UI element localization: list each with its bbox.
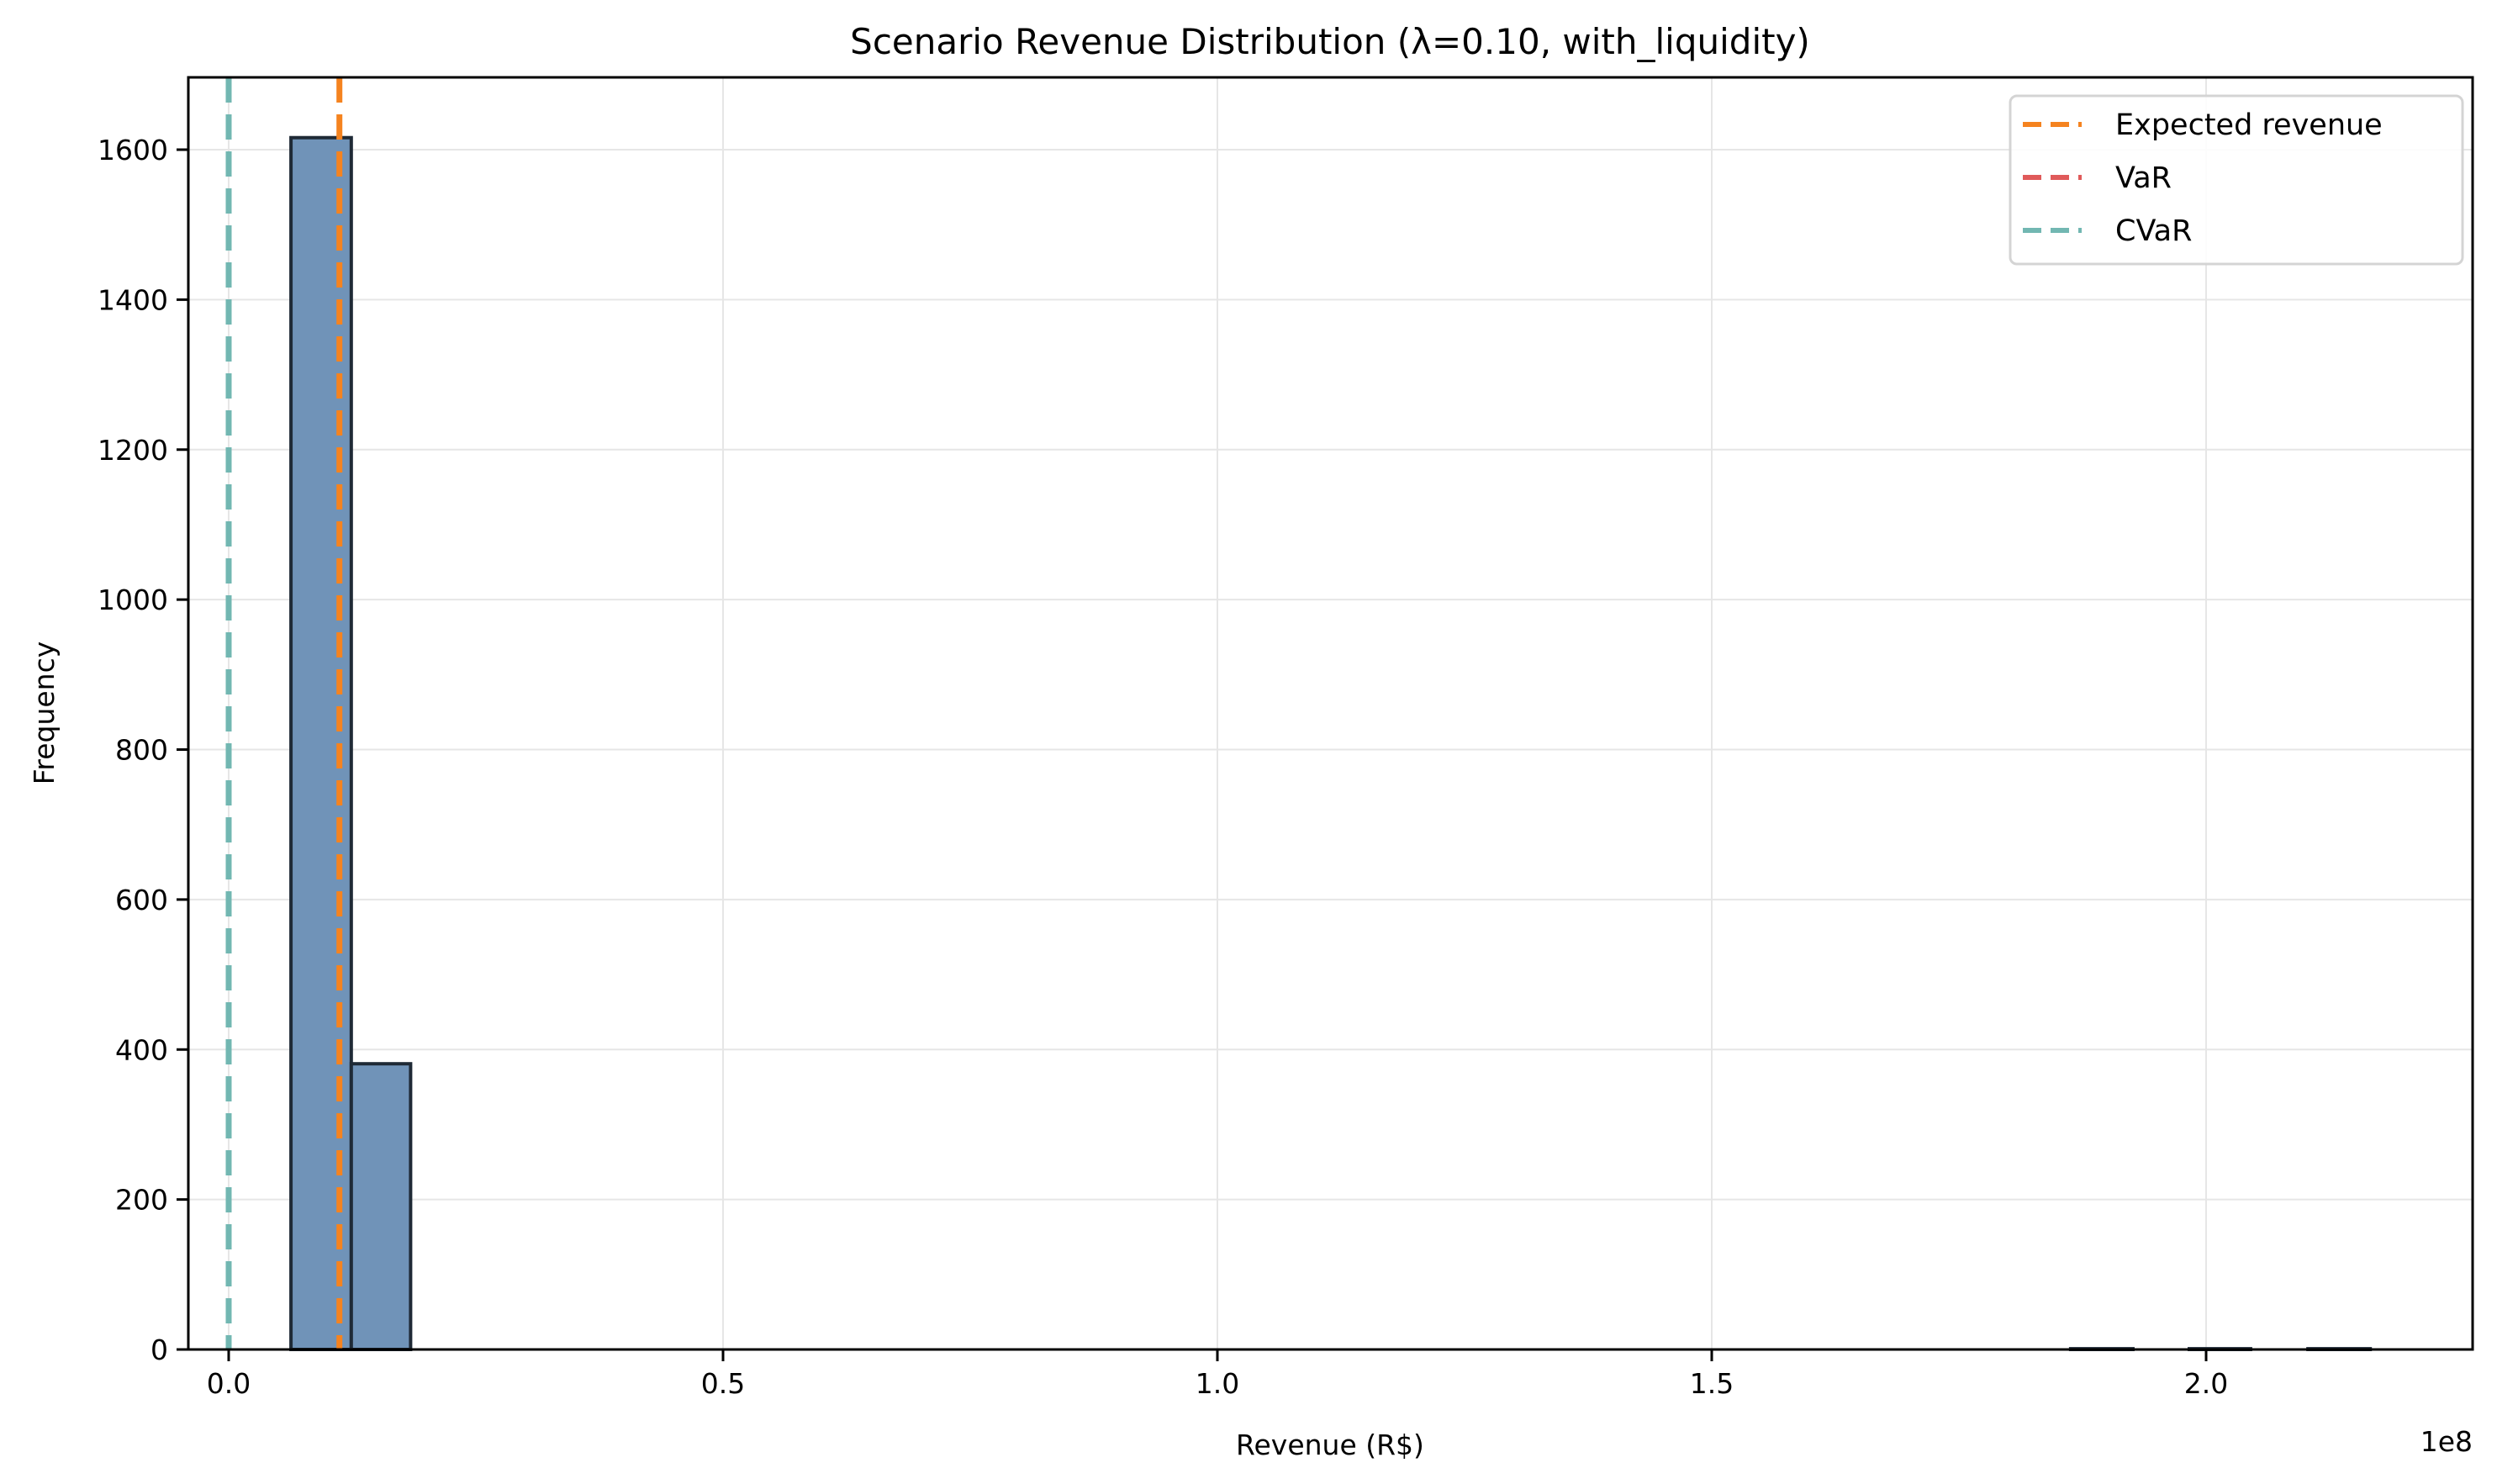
x-tick-label: 1.5 (1690, 1367, 1734, 1400)
histogram-bars (289, 135, 2373, 1352)
y-axis-ticks: 0 200 400 600 800 1000 1200 1400 1600 (98, 134, 188, 1366)
legend-cvar-label: CVaR (2115, 214, 2192, 248)
y-tick-label: 0 (150, 1333, 168, 1366)
y-tick-label: 800 (115, 734, 168, 767)
x-axis-label: Revenue (R$) (1236, 1429, 1424, 1461)
grid-lines (188, 77, 2473, 1350)
y-tick-label: 1600 (98, 134, 168, 166)
x-tick-label: 2.0 (2184, 1367, 2228, 1400)
chart-title: Scenario Revenue Distribution (λ=0.10, w… (850, 21, 1810, 62)
histogram-bar (349, 1062, 413, 1352)
legend-expected-revenue-label: Expected revenue (2115, 108, 2383, 142)
x-offset-label: 1e8 (2420, 1425, 2473, 1458)
x-axis-ticks: 0.0 0.5 1.0 1.5 2.0 (207, 1349, 2228, 1400)
x-tick-label: 0.5 (701, 1367, 745, 1400)
x-tick-label: 1.0 (1196, 1367, 1239, 1400)
y-tick-label: 400 (115, 1033, 168, 1066)
y-axis-label: Frequency (28, 642, 61, 784)
y-tick-label: 1200 (98, 434, 168, 467)
reference-lines (225, 77, 343, 1349)
y-tick-label: 1400 (98, 283, 168, 316)
plot-frame (187, 76, 2474, 1351)
y-tick-label: 200 (115, 1184, 168, 1217)
legend-box (2009, 94, 2464, 266)
y-tick-label: 1000 (98, 584, 168, 616)
legend-var-label: VaR (2115, 161, 2172, 195)
x-tick-label: 0.0 (207, 1367, 251, 1400)
legend: Expected revenue VaR CVaR (2009, 94, 2464, 266)
y-tick-label: 600 (115, 884, 168, 916)
